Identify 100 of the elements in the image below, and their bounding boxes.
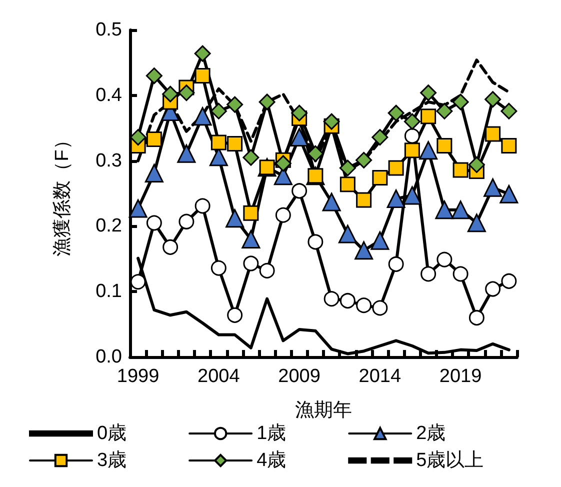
point: [291, 104, 308, 122]
point: [210, 102, 227, 120]
point: [194, 198, 210, 214]
y-tick-label: 0.5: [96, 20, 122, 40]
point: [468, 310, 484, 326]
point: [162, 86, 179, 102]
legend-label: 0歳: [97, 423, 127, 444]
point: [307, 145, 324, 162]
point: [485, 281, 501, 297]
point: [340, 293, 356, 308]
point: [339, 160, 356, 176]
point: [323, 113, 340, 130]
point: [226, 209, 244, 228]
legend-label: 1歳: [256, 423, 286, 444]
point: [242, 149, 260, 166]
point: [144, 164, 164, 182]
point: [356, 192, 372, 208]
point: [275, 207, 291, 223]
point: [435, 200, 454, 220]
x-tick-label: 2004: [198, 366, 240, 387]
point: [372, 170, 388, 186]
point: [501, 273, 517, 289]
point: [292, 183, 308, 199]
point: [419, 141, 438, 160]
point: [259, 262, 275, 278]
x-tick-label: 2019: [439, 366, 482, 387]
point: [178, 214, 194, 230]
point: [420, 266, 436, 282]
point: [146, 68, 162, 84]
point: [388, 160, 404, 176]
x-tick-label: 2014: [358, 366, 402, 387]
y-tick-label: 0.2: [96, 216, 122, 237]
point: [436, 102, 453, 120]
point: [484, 91, 502, 108]
point: [388, 256, 404, 272]
point: [193, 107, 212, 126]
point: [194, 45, 211, 62]
point: [130, 129, 146, 146]
y-tick-label: 0.1: [96, 281, 122, 302]
point: [372, 129, 388, 146]
point: [404, 113, 420, 130]
point: [420, 84, 437, 102]
legend-label: 4歳: [256, 450, 286, 471]
point: [242, 230, 260, 249]
point: [484, 178, 502, 197]
point: [177, 144, 196, 163]
legend-label: 2歳: [416, 423, 446, 444]
point: [354, 241, 374, 260]
point: [243, 205, 259, 221]
legend-label: 5歳以上: [416, 450, 484, 471]
point: [404, 128, 420, 144]
point: [386, 189, 406, 208]
point: [210, 260, 226, 276]
y-axis-title: 漁獲係数（F）: [52, 130, 73, 256]
point: [370, 231, 390, 250]
point: [146, 131, 162, 147]
point: [372, 300, 388, 316]
point: [258, 94, 276, 110]
point: [500, 184, 518, 204]
point: [452, 162, 468, 178]
point: [308, 234, 324, 250]
y-tick-label: 0.0: [96, 346, 122, 368]
point: [226, 96, 244, 113]
point: [227, 307, 243, 323]
x-axis-title: 漁期年: [295, 400, 352, 421]
point: [468, 156, 485, 173]
point: [467, 214, 486, 232]
point: [501, 138, 517, 154]
point: [388, 104, 404, 122]
point: [420, 108, 436, 124]
point: [451, 200, 470, 220]
point: [194, 68, 210, 84]
point: [210, 134, 226, 150]
point: [452, 94, 469, 110]
x-tick-label: 2009: [278, 366, 320, 387]
point: [436, 138, 452, 154]
point: [274, 155, 292, 172]
point: [146, 215, 162, 231]
point: [322, 192, 341, 212]
point: [128, 199, 148, 218]
point: [178, 84, 195, 102]
point: [356, 298, 372, 314]
point: [485, 126, 501, 142]
point: [130, 274, 146, 290]
point: [227, 136, 243, 152]
point: [500, 102, 518, 120]
point: [356, 152, 372, 168]
point: [324, 291, 340, 307]
x-tick-label: 1999: [116, 366, 160, 387]
y-tick-label: 0.3: [96, 150, 122, 172]
point: [338, 224, 357, 244]
point: [436, 252, 452, 268]
point: [340, 176, 356, 192]
point: [404, 142, 420, 158]
point: [402, 186, 422, 205]
point: [162, 239, 178, 255]
legend-label: 3歳: [97, 450, 127, 471]
point: [452, 266, 468, 282]
point: [243, 256, 259, 272]
y-tick-label: 0.4: [96, 84, 122, 106]
